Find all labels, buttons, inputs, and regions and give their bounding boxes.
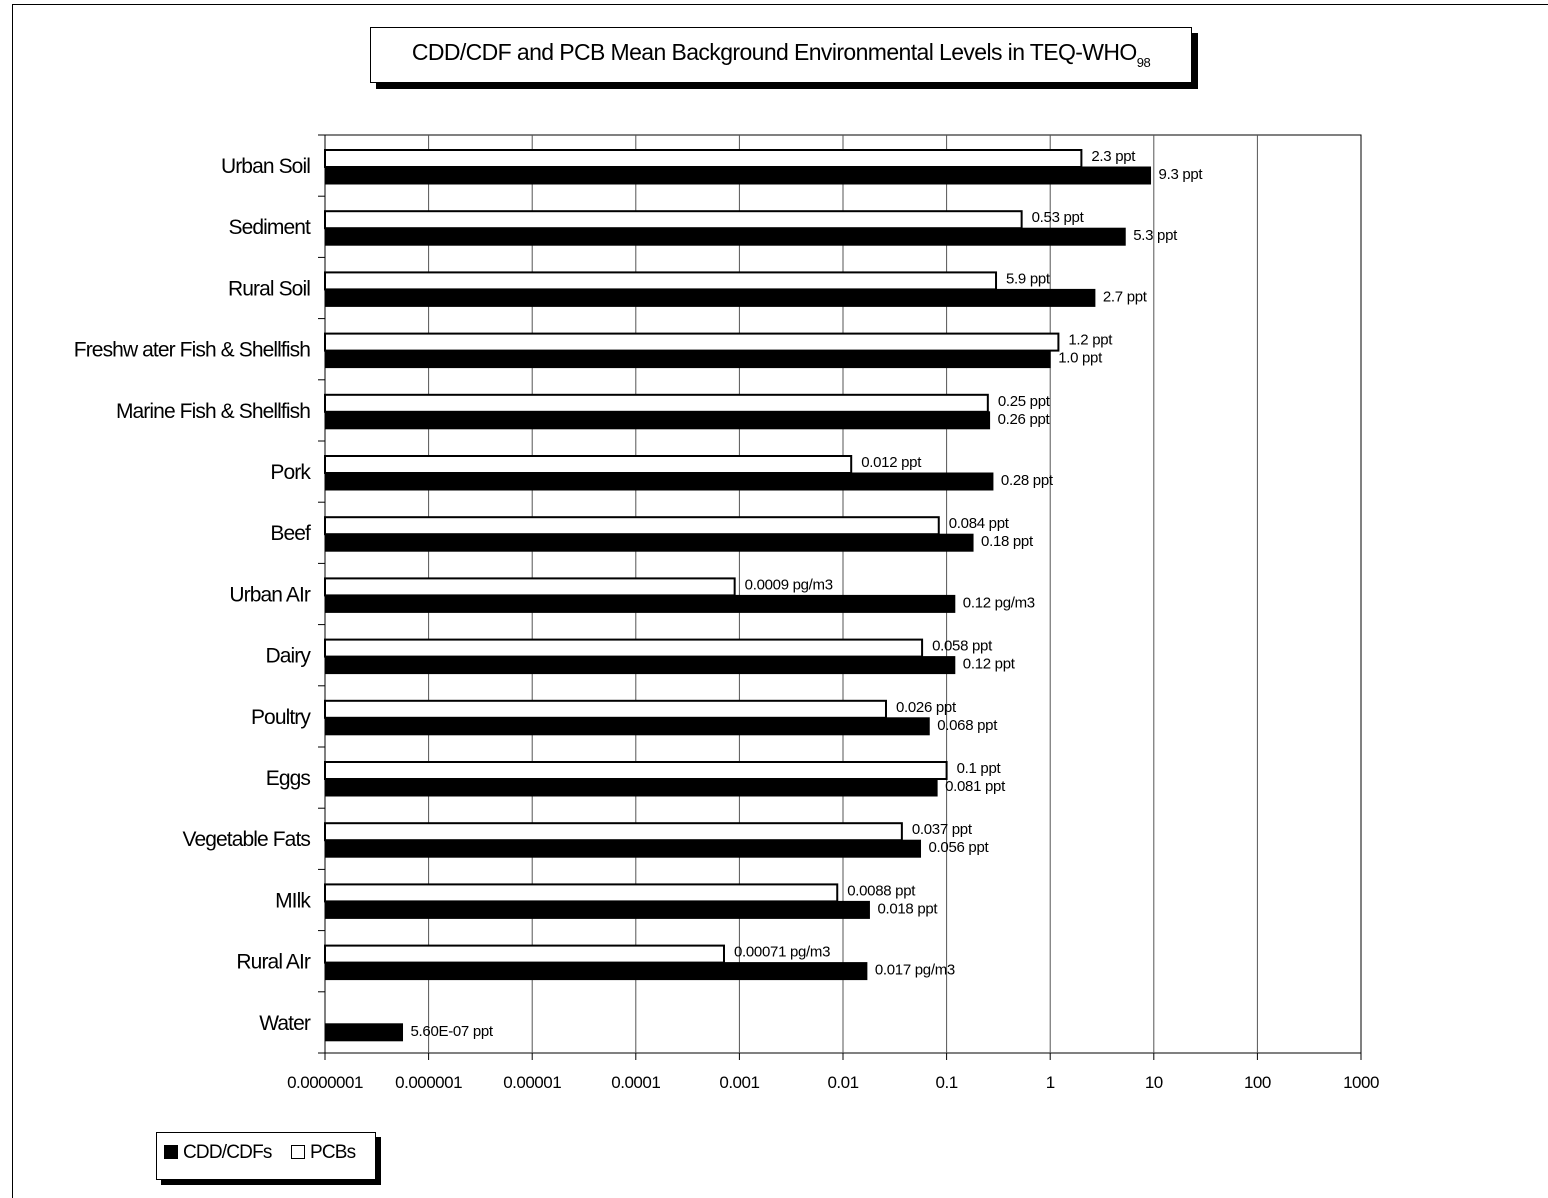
legend-swatch-cdd xyxy=(164,1145,178,1159)
x-tick-label: 0.001 xyxy=(719,1073,759,1092)
data-label-cdd: 0.068 ppt xyxy=(937,717,998,734)
bar-pcb xyxy=(324,332,1060,352)
category-label: Rural AIr xyxy=(236,951,310,974)
category-label: Beef xyxy=(270,522,311,545)
bar-cdd xyxy=(324,839,922,858)
data-label-pcb: 0.026 ppt xyxy=(896,699,957,716)
legend-item-cdd: CDD/CDFs xyxy=(164,1142,272,1164)
category-label: Rural Soil xyxy=(228,277,310,300)
x-tick-label: 0.000001 xyxy=(395,1073,462,1092)
x-tick-label: 0.0000001 xyxy=(287,1073,363,1092)
x-tick-label: 10 xyxy=(1145,1073,1163,1092)
legend-swatch-pcb xyxy=(291,1145,305,1159)
x-tick-label: 100 xyxy=(1244,1073,1271,1092)
bar-cdd xyxy=(324,778,938,797)
bar-cdd xyxy=(324,288,1096,307)
data-label-pcb: 0.037 ppt xyxy=(912,821,973,838)
data-label-pcb: 0.00071 pg/m3 xyxy=(734,944,830,961)
category-label: Dairy xyxy=(265,645,311,668)
bar-pcb xyxy=(324,271,998,291)
legend: CDD/CDFs PCBs xyxy=(156,1132,376,1180)
legend-label-cdd: CDD/CDFs xyxy=(183,1142,272,1163)
x-tick-label: 0.01 xyxy=(827,1073,858,1092)
data-label-cdd: 5.60E-07 ppt xyxy=(411,1023,494,1040)
x-tick-label: 1000 xyxy=(1343,1073,1379,1092)
data-label-cdd: 9.3 ppt xyxy=(1159,166,1204,183)
category-label: Marine Fish & Shellfish xyxy=(116,400,310,423)
chart-title-subscript: 98 xyxy=(1136,55,1151,70)
bar-cdd xyxy=(324,350,1051,369)
category-label: Poultry xyxy=(251,706,311,729)
data-label-cdd: 5.3 ppt xyxy=(1133,227,1178,244)
data-label-pcb: 0.1 ppt xyxy=(957,760,1002,777)
data-label-pcb: 0.012 ppt xyxy=(861,454,922,471)
bar-cdd xyxy=(324,594,956,613)
data-label-cdd: 0.018 ppt xyxy=(877,900,938,917)
bar-pcb xyxy=(324,699,887,719)
category-label: Water xyxy=(259,1012,311,1035)
category-label: Vegetable Fats xyxy=(183,828,311,851)
data-label-cdd: 0.18 ppt xyxy=(981,533,1034,550)
category-label: Freshw ater Fish & Shellfish xyxy=(74,339,310,362)
legend-label-pcb: PCBs xyxy=(310,1142,356,1163)
data-label-pcb: 0.058 ppt xyxy=(932,638,993,655)
x-tick-label: 1 xyxy=(1046,1073,1055,1092)
bar-pcb xyxy=(324,455,853,474)
data-label-cdd: 0.12 pg/m3 xyxy=(963,594,1035,611)
data-label-pcb: 0.53 ppt xyxy=(1032,209,1085,226)
bar-cdd xyxy=(324,227,1126,246)
data-label-cdd: 0.081 ppt xyxy=(945,778,1006,795)
data-label-pcb: 0.084 ppt xyxy=(949,515,1010,532)
bar-cdd xyxy=(324,717,930,736)
category-label: Urban Soil xyxy=(221,155,310,178)
data-label-cdd: 0.017 pg/m3 xyxy=(875,962,955,979)
category-label: Eggs xyxy=(266,767,311,790)
data-label-pcb: 1.2 ppt xyxy=(1068,332,1113,349)
data-label-cdd: 0.26 ppt xyxy=(998,411,1051,428)
data-label-pcb: 0.0009 pg/m3 xyxy=(745,576,833,593)
bar-pcb xyxy=(324,822,903,842)
x-tick-label: 0.00001 xyxy=(503,1073,561,1092)
data-label-cdd: 0.056 ppt xyxy=(929,839,990,856)
data-label-cdd: 0.12 ppt xyxy=(963,656,1016,673)
data-label-pcb: 0.0088 ppt xyxy=(847,882,916,899)
bar-pcb xyxy=(324,149,1083,168)
bar-pcb xyxy=(324,516,940,536)
bar-pcb xyxy=(324,210,1023,230)
category-label: MIlk xyxy=(275,889,311,912)
bar-cdd xyxy=(324,472,994,491)
bar-pcb xyxy=(324,761,948,780)
x-tick-label: 0.1 xyxy=(936,1073,958,1092)
bar-pcb xyxy=(324,944,725,964)
bar-pcb xyxy=(324,883,839,903)
bar-cdd xyxy=(324,411,991,430)
bar-cdd xyxy=(324,656,956,675)
x-tick-label: 0.0001 xyxy=(611,1073,660,1092)
bar-cdd xyxy=(324,166,1152,185)
data-label-cdd: 2.7 ppt xyxy=(1103,288,1148,305)
bar-cdd xyxy=(324,900,870,919)
chart-frame xyxy=(12,4,1548,1198)
bar-cdd xyxy=(324,533,974,552)
bar-pcb xyxy=(324,638,924,658)
category-label: Urban AIr xyxy=(229,583,311,606)
chart-title-box: CDD/CDF and PCB Mean Background Environm… xyxy=(370,27,1192,83)
bar-pcb xyxy=(324,393,989,413)
data-label-cdd: 1.0 ppt xyxy=(1058,350,1103,367)
category-label: Pork xyxy=(270,461,311,484)
data-label-pcb: 0.25 ppt xyxy=(998,393,1051,410)
bar-pcb xyxy=(324,577,736,597)
bar-cdd xyxy=(324,1023,404,1042)
bar-cdd xyxy=(324,962,868,981)
data-label-pcb: 5.9 ppt xyxy=(1006,270,1051,287)
data-label-pcb: 2.3 ppt xyxy=(1091,148,1136,165)
chart-title: CDD/CDF and PCB Mean Background Environm… xyxy=(411,39,1151,70)
data-label-cdd: 0.28 ppt xyxy=(1001,472,1054,489)
legend-item-pcb: PCBs xyxy=(291,1142,356,1164)
category-label: Sediment xyxy=(228,216,311,239)
